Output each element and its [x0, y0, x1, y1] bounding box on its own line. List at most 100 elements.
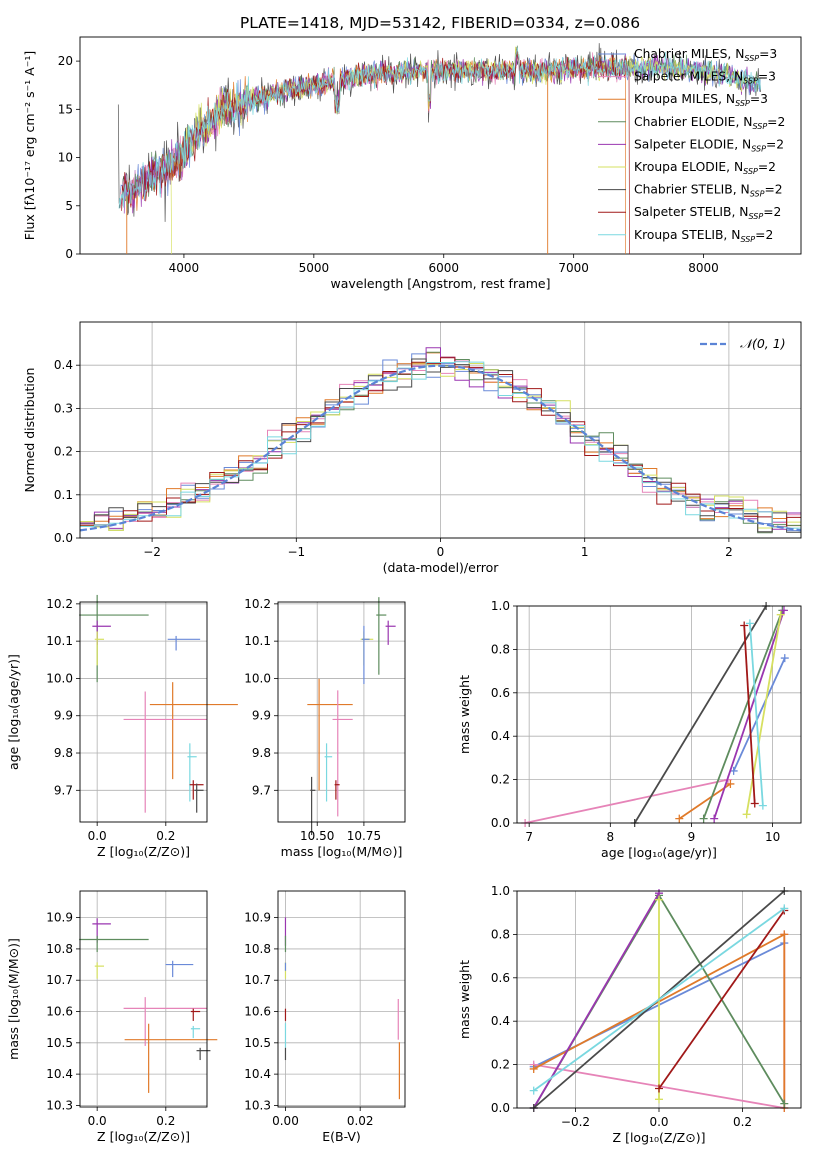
y-tick-label: 10.0 — [46, 671, 73, 685]
weight-marker — [710, 814, 719, 823]
y-axis-label: age [log₁₀(age/yr)] — [6, 654, 21, 770]
weight-line — [702, 609, 784, 820]
y-tick-label: 10.5 — [244, 1036, 271, 1050]
x-tick-label: 2 — [725, 545, 733, 559]
error-bars — [79, 918, 218, 1093]
x-axis-label: (data-model)/error — [383, 560, 500, 575]
weight-lines — [521, 602, 789, 827]
y-tick-label: 10.5 — [46, 1036, 73, 1050]
y-tick-label: 10.0 — [244, 671, 271, 685]
y-axis-label: mass [log₁₀(M/M⊙)] — [6, 938, 21, 1060]
weight-marker — [699, 814, 708, 823]
y-tick-label: 1.0 — [491, 884, 510, 898]
y-tick-label: 0.0 — [491, 816, 510, 830]
y-tick-label: 9.8 — [54, 746, 73, 760]
weight-marker — [780, 654, 789, 663]
y-tick-label: 10.3 — [46, 1098, 73, 1112]
x-tick-label: 0 — [437, 545, 445, 559]
y-tick-label: 10.6 — [244, 1005, 271, 1019]
y-tick-label: 0.6 — [491, 686, 510, 700]
y-tick-label: 15 — [58, 102, 73, 116]
y-tick-label: 0.6 — [491, 971, 510, 985]
error-bars — [284, 917, 400, 1100]
weight-line — [533, 907, 785, 1092]
y-tick-label: 10.8 — [244, 942, 271, 956]
y-tick-label: 10.4 — [46, 1067, 73, 1081]
weight-marker — [655, 1084, 663, 1093]
y-tick-label: 0.2 — [491, 773, 510, 787]
legend-label: Chabrier MILES, NSSP=3 — [634, 47, 777, 63]
spectrum-series-line — [118, 47, 761, 209]
weight-marker — [529, 1086, 538, 1095]
y-tick-label: 0.2 — [491, 1058, 510, 1072]
x-tick-label: 8 — [606, 830, 614, 844]
weight-line — [633, 605, 767, 824]
y-tick-label: 10.3 — [244, 1098, 271, 1112]
y-axis-label: mass weight — [457, 960, 472, 1039]
y-axis-label: Flux [fλ10⁻¹⁷ erg cm⁻² s⁻¹ A⁻¹] — [22, 51, 37, 240]
weight-marker — [655, 895, 663, 904]
y-tick-label: 0.8 — [491, 927, 510, 941]
weight-marker — [740, 621, 749, 630]
x-tick-label: 0.2 — [733, 1115, 752, 1129]
x-tick-label: 0.0 — [88, 1114, 107, 1128]
y-tick-label: 0.1 — [54, 488, 73, 502]
x-axis-label: Z [log₁₀(Z/Z⊙)] — [97, 1129, 190, 1144]
weight-marker — [780, 904, 789, 913]
weight-marker — [776, 610, 785, 619]
histogram-step — [80, 358, 801, 533]
y-tick-label: 10.7 — [244, 973, 271, 987]
x-axis-label: Z [log₁₀(Z/Z⊙)] — [97, 844, 190, 859]
y-tick-label: 10.1 — [244, 634, 271, 648]
x-tick-label: 0.2 — [156, 829, 175, 843]
y-tick-label: 9.7 — [252, 783, 271, 797]
y-axis-label: Normed distribution — [22, 368, 37, 493]
legend-label: Kroupa STELIB, NSSP=2 — [634, 228, 773, 244]
y-tick-label: 0.0 — [54, 531, 73, 545]
legend-label: Chabrier ELODIE, NSSP=2 — [634, 115, 785, 131]
y-tick-label: 0.2 — [54, 445, 73, 459]
x-tick-label: −2 — [143, 545, 161, 559]
weight-marker — [779, 606, 788, 615]
x-axis-label: age [log₁₀(age/yr)] — [601, 845, 717, 860]
grid — [80, 602, 207, 822]
x-tick-label: 7 — [525, 830, 533, 844]
legend-label: Salpeter ELODIE, NSSP=2 — [634, 137, 784, 153]
x-tick-label: 4000 — [169, 261, 200, 275]
weight-line — [532, 892, 660, 1109]
y-tick-label: 0 — [65, 247, 73, 261]
x-tick-label: 6000 — [428, 261, 459, 275]
x-tick-label: −1 — [287, 545, 305, 559]
x-tick-label: 1 — [581, 545, 589, 559]
weight-lines — [529, 887, 789, 1112]
y-tick-label: 0.3 — [54, 401, 73, 415]
error-axes — [277, 601, 406, 823]
y-tick-label: 0.4 — [54, 358, 73, 372]
y-tick-label: 10.7 — [46, 973, 73, 987]
legend-label: Salpeter MILES, NSSP=3 — [634, 70, 776, 86]
weight-axes — [516, 605, 802, 824]
y-tick-label: 5 — [65, 199, 73, 213]
y-tick-label: 20 — [58, 54, 73, 68]
y-tick-label: 10.4 — [244, 1067, 271, 1081]
y-tick-label: 10.9 — [46, 911, 73, 925]
normal-curve — [79, 364, 802, 532]
weight-marker — [780, 1099, 789, 1108]
y-tick-label: 10.9 — [244, 911, 271, 925]
legend-label: Kroupa ELODIE, NSSP=2 — [634, 160, 776, 176]
weight-line — [658, 909, 786, 1090]
x-axis-label: E(B-V) — [322, 1129, 361, 1144]
weight-marker — [750, 799, 759, 808]
histogram-step — [80, 361, 801, 529]
x-tick-label: 0.0 — [88, 829, 107, 843]
weight-marker — [742, 810, 751, 819]
y-tick-label: 0.4 — [491, 1014, 510, 1028]
weight-marker — [745, 619, 754, 628]
grid — [278, 602, 405, 822]
weight-marker — [758, 801, 767, 810]
y-tick-label: 10.1 — [46, 634, 73, 648]
x-tick-label: 0.00 — [272, 1114, 299, 1128]
x-tick-label: 0.02 — [347, 1114, 374, 1128]
error-bars — [79, 594, 238, 813]
